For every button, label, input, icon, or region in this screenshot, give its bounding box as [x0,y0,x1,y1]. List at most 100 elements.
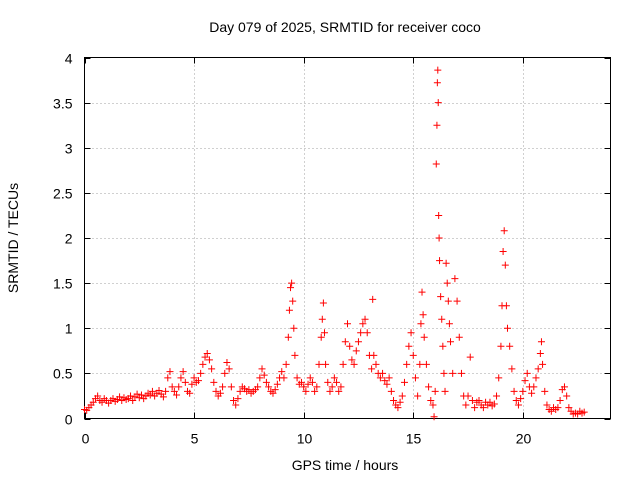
data-point [433,79,441,87]
data-point [563,392,571,400]
data-point [363,329,371,337]
data-point [431,387,439,395]
data-point [506,342,514,350]
data-point [339,360,347,368]
data-point [457,369,465,377]
data-point [432,160,440,168]
data-point [285,306,293,314]
data-point [534,365,542,373]
data-point [396,398,404,406]
data-point [273,380,281,388]
data-point [186,389,194,397]
data-point [168,383,176,391]
data-point [308,378,316,386]
data-point [133,390,141,398]
data-point [320,329,328,337]
data-point [148,387,156,395]
data-point [468,396,476,404]
data-point [287,284,295,292]
data-point [443,279,451,287]
data-point [565,404,573,412]
data-point [194,377,202,385]
data-point [290,324,298,332]
y-tick-label: 1 [65,321,73,337]
data-point [304,380,312,388]
data-point [528,389,536,397]
x-tick-label: 5 [191,431,199,447]
data-point [175,383,183,391]
data-point [311,387,319,395]
data-point [326,387,334,395]
data-point [519,387,527,395]
data-point [278,368,286,376]
data-point [475,396,483,404]
data-point [289,297,297,305]
y-tick-label: 3 [65,141,73,157]
data-point [490,400,498,408]
data-point [223,359,231,367]
y-tick-label: 1.5 [53,276,73,292]
x-tick-labels: 0 5 10 15 20 [82,431,532,447]
data-point [265,383,273,391]
data-point [210,378,218,386]
data-point [447,338,455,346]
data-point [554,404,562,412]
data-point [234,395,242,403]
data-point [451,275,459,283]
data-point [352,347,360,355]
data-point [280,374,288,382]
data-point [199,360,207,368]
data-point [372,360,380,368]
data-point [441,387,449,395]
data-point [500,227,508,235]
data-point [302,387,310,395]
x-axis-label: GPS time / hours [292,457,399,473]
data-point [333,378,341,386]
y-tick-label: 2.5 [53,186,73,202]
data-point [127,392,135,400]
data-point [435,211,443,219]
axis-ticks [84,57,611,420]
data-point [390,396,398,404]
data-point [337,383,345,391]
data-point [245,386,253,394]
data-point [346,342,354,350]
y-tick-labels: 0 0.5 1 1.5 2 2.5 3 3.5 4 [53,51,73,428]
plot-frame [84,57,611,419]
data-point [359,320,367,328]
data-point [208,365,216,373]
data-point [434,99,442,107]
data-point [499,248,507,256]
data-point [335,387,343,395]
data-point [282,360,290,368]
data-point [300,383,308,391]
y-tick-label: 4 [65,51,73,67]
data-point [385,374,393,382]
data-point [219,383,227,391]
data-point [381,377,389,385]
data-point [497,342,505,350]
data-point [440,369,448,377]
y-tick-label: 2 [65,231,73,247]
data-point [170,387,178,395]
data-point [129,396,137,404]
data-point [236,387,244,395]
data-point [405,342,413,350]
data-point [166,368,174,376]
data-point [501,261,509,269]
data-point [547,407,555,415]
data-point [444,297,452,305]
data-point [486,398,494,406]
data-point [376,374,384,382]
data-point [508,365,516,373]
data-point [416,360,424,368]
data-point [297,378,305,386]
data-point [536,350,544,358]
data-point [317,333,325,341]
data-point [495,374,503,382]
data-point [409,351,417,359]
data-point [523,369,531,377]
x-tick-label: 10 [297,431,313,447]
data-point [419,311,427,319]
data-point [417,320,425,328]
